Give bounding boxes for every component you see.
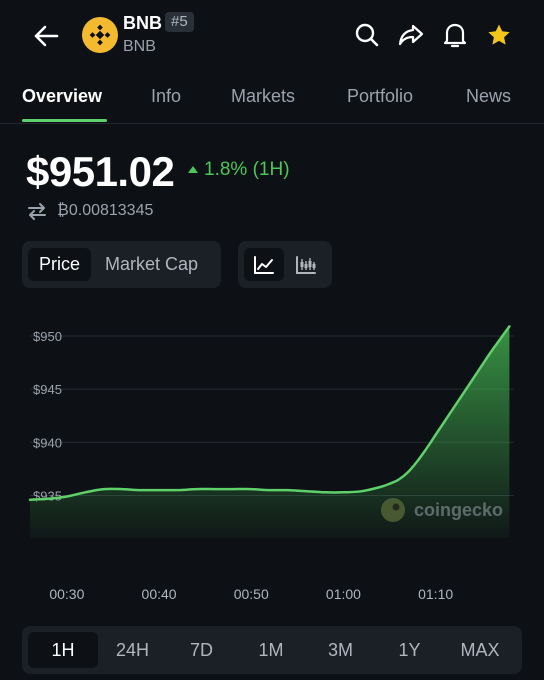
- range-1m[interactable]: 1M: [258, 640, 284, 660]
- tab-overview[interactable]: Overview: [22, 86, 103, 106]
- tabs-divider: [0, 123, 544, 124]
- search-icon: [355, 23, 379, 47]
- range-24h[interactable]: 24H: [115, 640, 150, 660]
- back-button[interactable]: [28, 18, 64, 54]
- coin-name: BNB: [123, 13, 162, 33]
- candlestick-icon: [296, 255, 316, 274]
- toggle-market-cap[interactable]: Market Cap: [105, 254, 199, 274]
- line-chart-button[interactable]: [244, 248, 284, 281]
- swap-arrows-icon: [28, 203, 46, 220]
- current-price: $951.02: [26, 148, 175, 195]
- range-3m[interactable]: 3M: [327, 640, 353, 660]
- tab-news[interactable]: News: [466, 86, 512, 106]
- range-max[interactable]: MAX: [460, 640, 500, 660]
- price-marketcap-toggle: Price Market Cap: [22, 241, 221, 288]
- line-chart-icon: [254, 255, 274, 274]
- bnb-logo-icon: [89, 24, 111, 46]
- coin-symbol: BNB: [123, 38, 156, 55]
- watchlist-star-button[interactable]: [484, 18, 514, 52]
- y-tick-label: $945: [33, 382, 62, 397]
- share-button[interactable]: [396, 18, 426, 52]
- range-1y[interactable]: 1Y: [398, 640, 421, 660]
- y-tick-label: $950: [33, 329, 62, 344]
- price-change-text: 1.8% (1H): [204, 159, 290, 180]
- price-line: [28, 325, 511, 501]
- x-tick-label: 00:50: [234, 586, 269, 602]
- candlestick-chart-button[interactable]: [286, 248, 326, 281]
- active-tab-indicator: [22, 119, 107, 122]
- range-7d[interactable]: 7D: [189, 640, 213, 660]
- x-tick-label: 01:00: [326, 586, 361, 602]
- x-tick-label: 00:30: [49, 586, 84, 602]
- y-tick-label: $940: [33, 435, 62, 450]
- coin-logo: [82, 17, 118, 53]
- share-icon: [398, 24, 424, 46]
- tab-info[interactable]: Info: [151, 86, 182, 106]
- tab-portfolio[interactable]: Portfolio: [347, 86, 414, 106]
- btc-price: ₿0.00813345: [57, 202, 154, 219]
- back-arrow-icon: [34, 25, 59, 47]
- tab-markets[interactable]: Markets: [231, 86, 296, 106]
- btc-price-row: ₿0.00813345: [27, 202, 153, 220]
- caret-up-icon: [188, 166, 198, 173]
- toggle-price[interactable]: Price: [28, 248, 92, 281]
- rank-badge: #5: [165, 12, 194, 32]
- watermark-text: coingecko: [414, 500, 503, 520]
- x-tick-label: 01:10: [418, 586, 453, 602]
- x-tick-label: 00:40: [142, 586, 177, 602]
- price-change: 1.8% (1H): [187, 159, 290, 181]
- star-icon: [488, 24, 510, 45]
- chart-type-toggle: [238, 241, 332, 288]
- price-chart[interactable]: $950$945$940$935 coingecko 00:30 00:40 00:…: [0, 320, 544, 610]
- coingecko-watermark: coingecko: [381, 498, 503, 522]
- time-range-selector: 1H 24H 7D 1M 3M 1Y MAX: [22, 626, 522, 674]
- range-1h[interactable]: 1H: [28, 632, 98, 668]
- search-button[interactable]: [352, 18, 382, 52]
- alert-button[interactable]: [440, 18, 470, 52]
- bell-icon: [443, 23, 467, 48]
